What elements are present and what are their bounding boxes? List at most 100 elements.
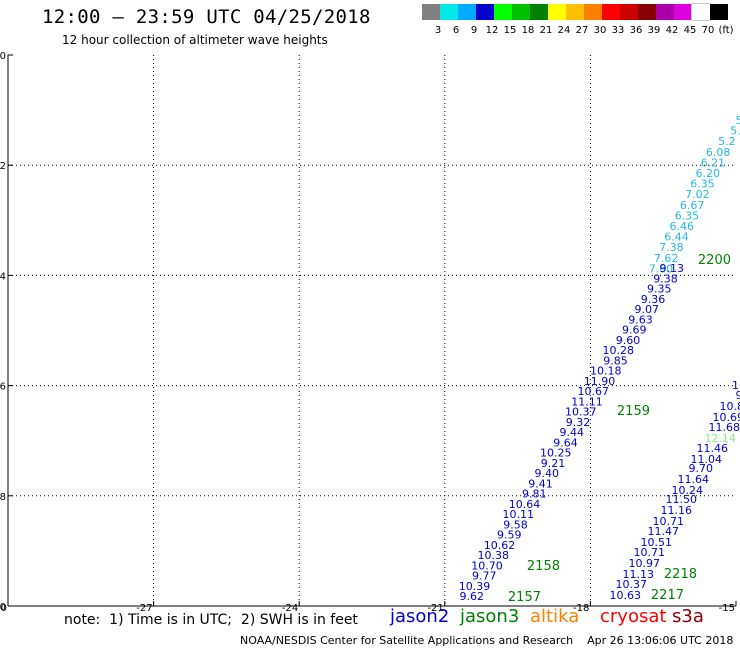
- track-wave-height-label: 10.51: [641, 536, 673, 549]
- scale-tick-label: 30: [593, 25, 607, 36]
- track-wave-height-label: 9.60: [616, 334, 641, 347]
- track-wave-height-label: 9.32: [566, 416, 591, 429]
- track-wave-height-label: 9.63: [628, 313, 653, 326]
- track-wave-height-label: 11.64: [678, 473, 710, 486]
- scale-color-swatch: [674, 4, 692, 20]
- scale-tick-label: 24: [557, 25, 571, 36]
- scale-color-swatch: [512, 4, 530, 20]
- track-wave-height-label: 6.20: [696, 167, 721, 180]
- satellite-jason3: jason3: [460, 606, 520, 627]
- scale-tick-label: 18: [521, 25, 535, 36]
- track-wave-height-label: 12.14: [705, 432, 737, 445]
- track-wave-height-label: 9.40: [535, 467, 560, 480]
- satellite-altika: altika: [530, 606, 580, 627]
- map-subtitle: 12 hour collection of altimeter wave hei…: [62, 33, 328, 47]
- scale-tick-label: 36: [629, 25, 643, 36]
- track-wave-height-label: 9.44: [560, 426, 585, 439]
- track-wave-height-label: 9.: [736, 389, 740, 402]
- scale-color-swatch: [638, 4, 656, 20]
- track-wave-height-label: 10.24: [672, 484, 704, 497]
- track-wave-height-label: 9.21: [541, 457, 566, 470]
- track-wave-height-label: 9.85: [603, 354, 628, 367]
- latitude-label: -40: [0, 602, 6, 613]
- legend-note: note: 1) Time is in UTC; 2) SWH is in fe…: [64, 612, 358, 628]
- scale-color-swatch: [422, 4, 440, 20]
- track-wave-height-label: 11.13: [623, 568, 655, 581]
- track-time-label: 2200: [698, 253, 731, 268]
- track-wave-height-label: 6.21: [701, 156, 726, 169]
- track-wave-height-label: 7.62: [654, 252, 679, 265]
- track-wave-height-label: 10.38: [478, 549, 510, 562]
- scale-color-swatch: [530, 4, 548, 20]
- track-wave-height-label: 6.67: [680, 199, 705, 212]
- scale-tick-label: 70: [701, 25, 715, 36]
- track-wave-height-label: 7.38: [659, 241, 684, 254]
- track-wave-height-label: 9.38: [653, 272, 678, 285]
- track-wave-height-label: 7.60: [649, 262, 674, 275]
- satellite-s3a: s3a: [672, 606, 704, 627]
- track-wave-height-label: 9.77: [472, 570, 497, 583]
- scale-tick-label: 9: [470, 25, 478, 36]
- scale-tick-label: (ft): [718, 25, 734, 36]
- scale-color-swatch: [584, 4, 602, 20]
- scale-tick-label: 15: [503, 25, 517, 36]
- track-wave-height-label: 11.11: [571, 395, 603, 408]
- scale-tick-label: 21: [539, 25, 553, 36]
- track-time-label: 2159: [617, 404, 650, 419]
- track-wave-height-label: 11.90: [584, 375, 616, 388]
- footer-credit: NOAA/NESDIS Center for Satellite Applica…: [240, 634, 734, 647]
- track-wave-height-label: 10.37: [565, 406, 597, 419]
- scale-tick-label: 33: [611, 25, 625, 36]
- track-wave-height-label: 11: [732, 379, 740, 392]
- track-wave-height-label: 6.46: [670, 220, 695, 233]
- track-wave-height-label: 9.69: [622, 324, 647, 337]
- track-wave-height-label: 11.50: [666, 493, 698, 506]
- scale-color-swatch: [440, 4, 458, 20]
- longitude-label: -18: [573, 603, 589, 614]
- scale-color-swatch: [620, 4, 638, 20]
- track-wave-height-label: 9.58: [503, 518, 528, 531]
- track-wave-height-label: 10.71: [653, 515, 685, 528]
- track-wave-height-label: 9.64: [553, 436, 578, 449]
- track-wave-height-label: 10.25: [540, 447, 572, 460]
- track-time-label: 2157: [508, 590, 541, 605]
- track-wave-height-label: 10.63: [610, 589, 642, 602]
- scale-tick-label: 12: [485, 25, 499, 36]
- latitude-label: -30: [0, 51, 6, 62]
- track-wave-height-label: 9.35: [647, 283, 672, 296]
- track-wave-height-label: 10.11: [503, 508, 535, 521]
- track-wave-height-label: 11.16: [661, 504, 693, 517]
- track-wave-height-label: 10.71: [634, 546, 666, 559]
- latitude-label: -32: [0, 161, 6, 172]
- satellite-cryosat: cryosat: [600, 606, 667, 627]
- track-wave-height-label: 10.39: [459, 580, 491, 593]
- latitude-label: -36: [0, 382, 6, 393]
- track-wave-height-label: 6.35: [690, 178, 715, 191]
- track-wave-height-label: 9.59: [497, 529, 522, 542]
- longitude-label: -21: [427, 603, 443, 614]
- scale-color-swatch: [656, 4, 674, 20]
- satellite-jason2: jason2: [390, 606, 450, 627]
- scale-color-swatch: [458, 4, 476, 20]
- track-wave-height-label: 9.62: [460, 590, 485, 603]
- track-wave-height-label: 10.64: [509, 498, 541, 511]
- track-wave-height-label: 10.62: [484, 539, 516, 552]
- scale-color-swatch: [476, 4, 494, 20]
- track-wave-height-label: 10.67: [578, 385, 610, 398]
- track-wave-height-label: 10.69: [713, 411, 740, 424]
- scale-tick-label: 45: [683, 25, 697, 36]
- track-wave-height-label: 6.44: [664, 231, 689, 244]
- track-time-label: 2158: [527, 559, 560, 574]
- latitude-label: -34: [0, 271, 6, 282]
- track-time-label: 2218: [664, 567, 697, 582]
- track-wave-height-label: 11.46: [697, 442, 729, 455]
- scale-color-swatch: [566, 4, 584, 20]
- track-wave-height-label: 9.07: [635, 303, 660, 316]
- track-wave-height-label: 5.: [730, 125, 740, 138]
- track-time-label: 2217: [651, 588, 684, 603]
- scale-tick-label: 39: [647, 25, 661, 36]
- map-title: 12:00 – 23:59 UTC 04/25/2018: [42, 6, 371, 28]
- track-wave-height-label: 9.70: [689, 462, 714, 475]
- track-wave-height-label: 9.41: [528, 477, 553, 490]
- track-wave-height-label: 10.18: [590, 365, 622, 378]
